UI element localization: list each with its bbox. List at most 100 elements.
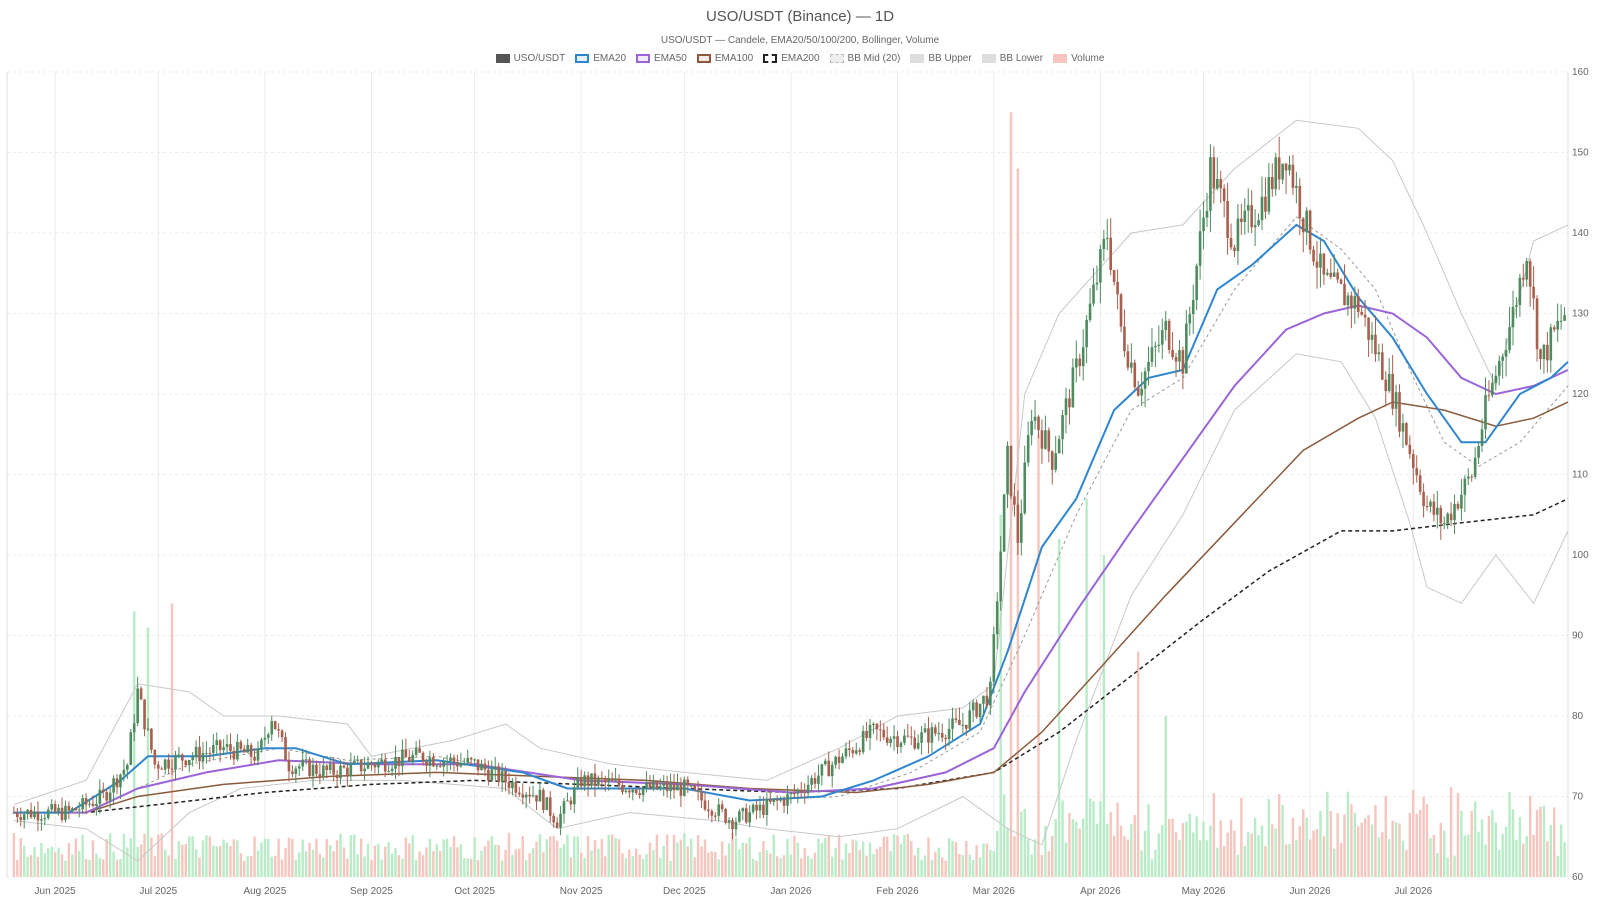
candle-body	[1116, 281, 1119, 295]
volume-bar	[951, 840, 954, 877]
candle-body	[64, 805, 67, 820]
legend-item[interactable]: BB Mid (20)	[829, 53, 900, 64]
volume-bar	[1295, 839, 1298, 877]
volume-bar	[1075, 821, 1078, 877]
candle-body	[201, 753, 205, 762]
volume-bar	[126, 847, 129, 877]
candle-body	[1081, 347, 1085, 367]
candle-body	[731, 820, 734, 830]
volume-bar	[727, 843, 731, 877]
candle-body	[552, 815, 556, 823]
volume-bar	[789, 854, 793, 877]
candle-body	[46, 809, 50, 819]
candle-body	[576, 777, 580, 788]
candle-body	[1418, 475, 1422, 492]
legend-item[interactable]: Volume	[1053, 53, 1104, 64]
candle-body	[1363, 314, 1367, 318]
volume-bar	[1384, 796, 1387, 877]
candle-body	[1054, 453, 1057, 470]
volume-bar	[1443, 830, 1446, 877]
candle-body	[751, 804, 755, 813]
candle-body	[628, 790, 631, 793]
candle-body	[1312, 249, 1315, 262]
volume-bar	[1398, 823, 1401, 877]
candle-body	[662, 783, 666, 786]
candle-body	[947, 728, 951, 740]
candle-body	[738, 811, 741, 822]
volume-bar	[160, 833, 163, 877]
volume-bar	[469, 858, 473, 877]
candle-body	[98, 789, 102, 804]
volume-bar	[1030, 854, 1033, 877]
candle-body	[1171, 349, 1174, 358]
candle-body	[1243, 210, 1247, 223]
candle-body	[1019, 513, 1023, 543]
volume-bar	[1198, 840, 1202, 877]
legend-item[interactable]: BB Lower	[981, 53, 1043, 64]
candle-body	[407, 757, 411, 762]
volume-bar	[483, 846, 487, 877]
volume-bar	[1339, 842, 1343, 877]
candle-body	[1484, 395, 1487, 430]
candle-body	[411, 754, 415, 762]
volume-bar	[1467, 834, 1470, 877]
volume-bar	[676, 842, 679, 877]
volume-bar	[236, 840, 239, 877]
volume-bar	[1535, 810, 1539, 877]
legend-item[interactable]: EMA20	[575, 53, 626, 64]
volume-bar	[294, 859, 298, 877]
candle-body	[22, 814, 26, 820]
volume-bar	[1480, 819, 1484, 877]
legend-item[interactable]: EMA200	[763, 53, 820, 64]
volume-bar	[1370, 824, 1374, 877]
volume-bar	[67, 843, 71, 877]
volume-bar	[1357, 826, 1360, 877]
candle-body	[105, 792, 109, 801]
candle-body	[1064, 398, 1068, 416]
volume-bar	[339, 833, 342, 877]
candle-body	[366, 762, 370, 769]
candle-body	[95, 803, 98, 807]
volume-bar	[930, 859, 934, 877]
candle-body	[793, 793, 796, 795]
legend-item[interactable]: EMA100	[696, 53, 753, 64]
volume-bar	[1140, 850, 1143, 877]
candle-body	[1009, 445, 1013, 497]
y-tick-label: 100	[1572, 550, 1589, 561]
volume-bar	[1563, 842, 1566, 877]
candle-body	[1178, 350, 1181, 362]
volume-bar	[1081, 818, 1085, 877]
volume-bar	[277, 838, 280, 877]
volume-bar	[586, 836, 590, 877]
x-tick-label: Sep 2025	[350, 886, 393, 897]
volume-bar	[810, 858, 813, 877]
candle-body	[449, 757, 452, 762]
candle-body	[1528, 261, 1532, 287]
candle-body	[717, 804, 721, 816]
candle-body	[236, 741, 239, 760]
volume-bar	[641, 858, 645, 877]
volume-bar	[1415, 813, 1418, 877]
volume-bar	[129, 838, 132, 877]
volume-bar	[720, 841, 724, 877]
volume-bar	[480, 850, 483, 877]
volume-bar	[452, 836, 456, 877]
volume-bar	[913, 855, 916, 877]
volume-bar	[1515, 839, 1518, 877]
legend-item[interactable]: USO/USDT	[495, 53, 565, 64]
volume-bar	[150, 837, 153, 877]
candle-body	[356, 759, 360, 761]
volume-bar	[1078, 828, 1081, 877]
candle-body	[1185, 323, 1188, 374]
candle-body	[834, 756, 837, 765]
volume-bar	[445, 838, 449, 877]
volume-bar	[659, 857, 662, 877]
volume-bar	[562, 844, 566, 877]
candle-body	[332, 763, 335, 775]
candle-body	[765, 798, 769, 815]
legend-item[interactable]: BB Upper	[910, 53, 972, 64]
candle-body	[1494, 375, 1498, 383]
volume-bar	[205, 835, 208, 877]
legend-item[interactable]: EMA50	[636, 53, 687, 64]
volume-bar	[243, 860, 246, 877]
